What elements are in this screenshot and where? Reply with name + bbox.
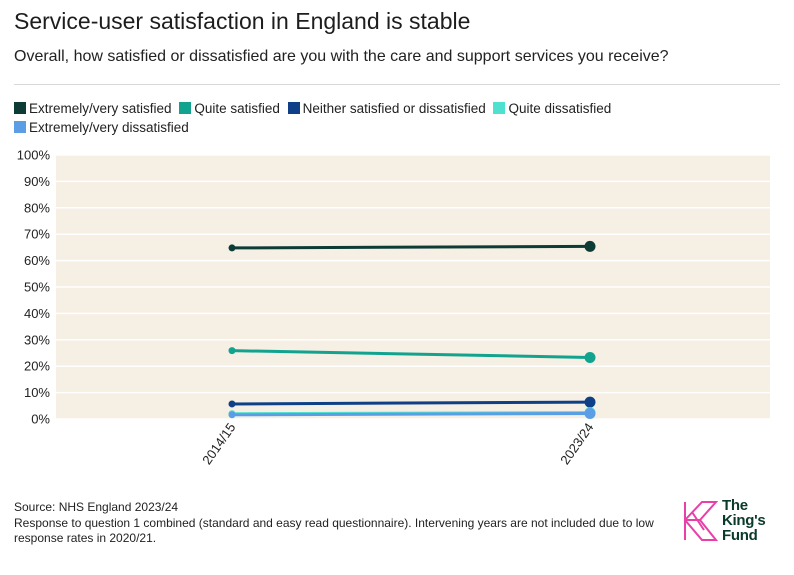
legend-label: Neither satisfied or dissatisfied [302, 101, 486, 116]
y-tick-label: 100% [17, 148, 51, 163]
y-tick-label: 40% [24, 306, 50, 321]
legend-item-extremely-very-satisfied[interactable]: Extremely/very satisfied [14, 99, 172, 118]
legend-label: Quite dissatisfied [508, 101, 612, 116]
legend-swatch [14, 121, 26, 133]
x-tick-label: 2014/15 [199, 420, 238, 467]
y-tick-label: 20% [24, 359, 50, 374]
chart-subtitle: Overall, how satisfied or dissatisfied a… [14, 48, 669, 65]
line-chart: 0% 10% 20% 30% 40% 50% 60% 70% 80% 90% 100% 2014/15… [17, 148, 770, 467]
source-note: Source: NHS England 2023/24 [14, 500, 179, 514]
chart-title: Service-user satisfaction in England is … [14, 8, 471, 34]
data-point [584, 240, 596, 252]
y-tick-label: 0% [31, 412, 50, 427]
legend-label: Quite satisfied [194, 101, 280, 116]
logo-line-1: The [722, 497, 748, 514]
series-line [231, 411, 591, 417]
series-line [231, 400, 591, 406]
data-point [584, 396, 596, 408]
data-point [228, 347, 236, 355]
x-tick-label: 2023/24 [557, 420, 596, 467]
legend-swatch [179, 102, 192, 114]
y-tick-label: 70% [24, 227, 50, 242]
data-point [584, 351, 596, 363]
series-line [231, 349, 591, 359]
y-tick-label: 50% [24, 280, 50, 295]
series-line [231, 244, 591, 250]
legend-item-neither[interactable]: Neither satisfied or dissatisfied [287, 99, 486, 118]
legend-label: Extremely/very dissatisfied [29, 120, 189, 135]
header-divider [14, 84, 780, 85]
logo-line-3: Fund [722, 527, 758, 544]
methodology-note: Response to question 1 combined (standar… [14, 515, 654, 546]
y-tick-label: 90% [24, 174, 50, 189]
legend-swatch [493, 102, 506, 114]
legend-label: Extremely/very satisfied [29, 101, 172, 116]
logo-line-2: King's [722, 512, 766, 529]
footer: Source: NHS England 2023/24 Response to … [14, 500, 674, 547]
y-tick-label: 10% [24, 385, 50, 400]
data-point [228, 400, 236, 408]
y-tick-label: 80% [24, 200, 50, 215]
legend-swatch [287, 102, 300, 114]
legend-item-quite-dissatisfied[interactable]: Quite dissatisfied [493, 99, 611, 118]
kings-fund-logo: The King's Fund [682, 498, 782, 544]
legend-swatch [14, 102, 26, 114]
legend-item-quite-satisfied[interactable]: Quite satisfied [179, 99, 280, 118]
data-point [228, 411, 236, 419]
logo-wordmark: The King's Fund [722, 497, 766, 544]
legend-item-extremely-very-dissatisfied[interactable]: Extremely/very dissatisfied [14, 118, 189, 137]
legend: Extremely/very satisfied Quite satisfied… [14, 99, 654, 137]
y-tick-label: 60% [24, 253, 50, 268]
data-point [584, 407, 596, 419]
y-tick-label: 30% [24, 332, 50, 347]
kings-fund-logo-mark [683, 501, 719, 541]
data-point [228, 244, 236, 252]
